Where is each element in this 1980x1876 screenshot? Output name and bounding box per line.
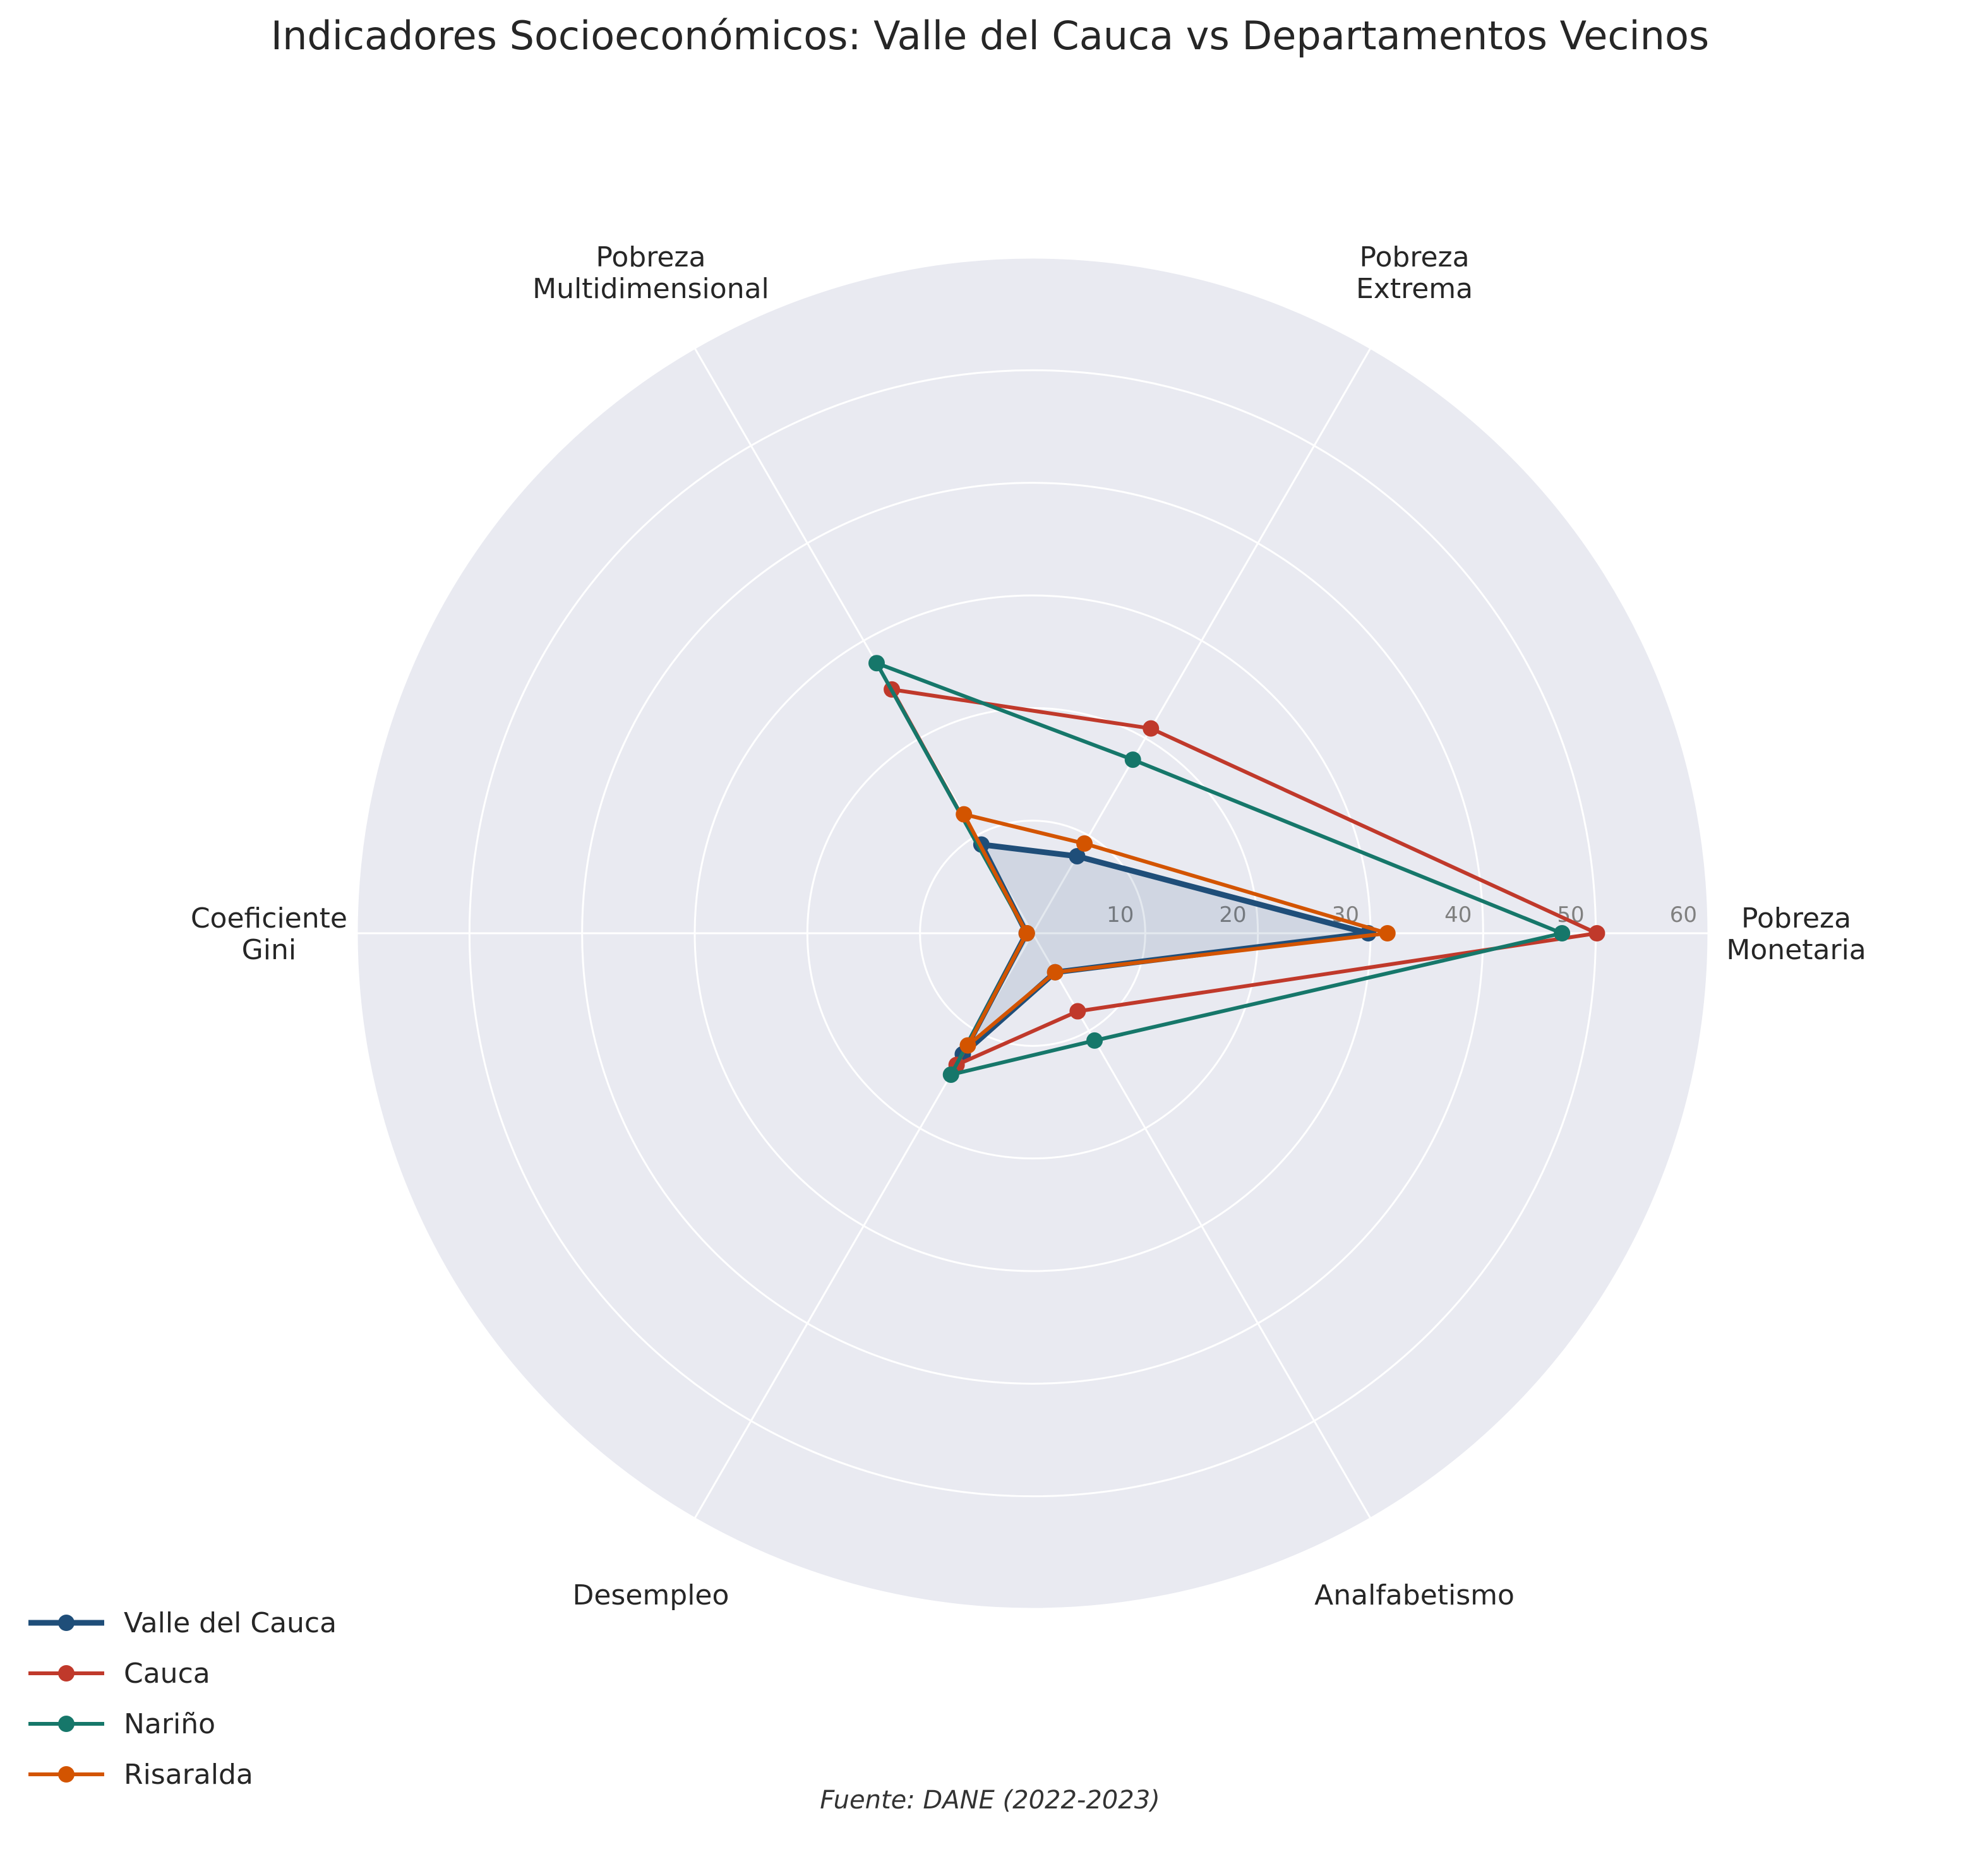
- grid-spoke: [1031, 933, 1372, 1519]
- data-point-risaralda: [1076, 835, 1093, 852]
- data-point-nari-o: [1086, 1032, 1103, 1049]
- legend-label: Risaralda: [124, 1758, 253, 1791]
- legend-label: Nariño: [124, 1707, 215, 1740]
- axis-label: Desempleo: [572, 1579, 729, 1611]
- data-point-nari-o: [1124, 751, 1141, 768]
- grid-spoke: [1031, 347, 1372, 934]
- legend-marker: [58, 1665, 75, 1682]
- data-point-cauca: [1588, 925, 1605, 941]
- legend-item: Cauca: [25, 1648, 337, 1699]
- data-point-risaralda: [959, 1037, 976, 1054]
- legend-item: Nariño: [25, 1699, 337, 1749]
- legend-item: Risaralda: [25, 1749, 337, 1800]
- data-point-cauca: [1143, 720, 1160, 737]
- axis-label: Pobreza Multidimensional: [532, 241, 769, 305]
- series-fill-valle-del-cauca: [963, 844, 1369, 1055]
- data-point-risaralda: [1047, 964, 1064, 981]
- data-point-risaralda: [1018, 925, 1035, 941]
- data-point-risaralda: [1379, 925, 1396, 941]
- legend-marker: [58, 1766, 75, 1783]
- legend-marker: [58, 1716, 75, 1732]
- data-point-cauca: [1069, 1003, 1086, 1020]
- legend-label: Cauca: [124, 1657, 210, 1690]
- r-tick-label: 10: [1107, 902, 1134, 928]
- axis-label: Analfabetismo: [1314, 1579, 1515, 1611]
- data-point-risaralda: [956, 806, 973, 823]
- axis-label: Pobreza Extrema: [1356, 241, 1473, 305]
- legend-marker: [58, 1615, 75, 1631]
- data-point-nari-o: [868, 655, 885, 672]
- data-point-nari-o: [1554, 925, 1571, 941]
- data-point-valle-del-cauca: [1069, 847, 1086, 864]
- axis-label: Pobreza Monetaria: [1726, 902, 1866, 966]
- legend: Valle del Cauca Cauca Nariño Risaralda: [25, 1598, 337, 1800]
- r-tick-label: 20: [1219, 902, 1246, 928]
- chart-title: Indicadores Socioeconómicos: Valle del C…: [270, 13, 1710, 59]
- r-tick-label: 60: [1670, 902, 1697, 928]
- source-note: Fuente: DANE (2022-2023): [820, 1786, 1160, 1815]
- legend-item: Valle del Cauca: [25, 1598, 337, 1648]
- legend-swatch: [28, 1665, 104, 1682]
- axis-label: Coeficiente Gini: [191, 902, 347, 966]
- legend-swatch: [28, 1716, 104, 1732]
- legend-swatch: [28, 1615, 104, 1631]
- r-tick-label: 40: [1444, 902, 1472, 928]
- legend-label: Valle del Cauca: [124, 1606, 337, 1639]
- legend-swatch: [28, 1766, 104, 1783]
- data-point-nari-o: [942, 1066, 959, 1083]
